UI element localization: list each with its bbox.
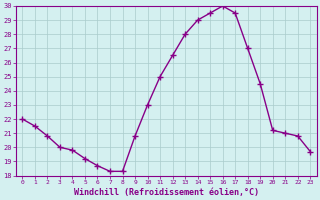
X-axis label: Windchill (Refroidissement éolien,°C): Windchill (Refroidissement éolien,°C)	[74, 188, 259, 197]
